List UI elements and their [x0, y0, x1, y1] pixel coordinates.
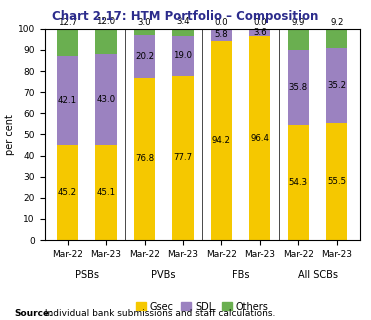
Text: 9.9: 9.9	[292, 18, 305, 27]
Bar	[326, 29, 347, 48]
Y-axis label: per cent: per cent	[5, 114, 15, 155]
Text: 3.4: 3.4	[176, 18, 190, 27]
Text: 19.0: 19.0	[174, 51, 193, 60]
Bar	[326, 123, 347, 240]
Bar	[173, 76, 194, 240]
Text: 45.1: 45.1	[96, 188, 116, 197]
Bar	[211, 29, 232, 41]
Text: 35.8: 35.8	[289, 83, 308, 92]
Bar	[249, 36, 270, 240]
Bar	[173, 28, 194, 36]
Text: All SCBs: All SCBs	[298, 269, 338, 280]
Text: 94.2: 94.2	[212, 136, 231, 145]
Text: PVBs: PVBs	[151, 269, 176, 280]
Bar	[57, 145, 78, 240]
Bar	[211, 41, 232, 240]
Bar	[95, 28, 116, 54]
Text: 0.0: 0.0	[214, 18, 228, 27]
Text: 77.7: 77.7	[173, 154, 193, 163]
Text: 96.4: 96.4	[250, 134, 269, 143]
Text: 76.8: 76.8	[135, 154, 154, 164]
Text: 3.6: 3.6	[253, 28, 267, 37]
Text: PSBs: PSBs	[75, 269, 99, 280]
Bar	[249, 29, 270, 36]
Legend: Gsec, SDL, Others: Gsec, SDL, Others	[132, 298, 272, 316]
Text: Individual bank submissions and staff calculations.: Individual bank submissions and staff ca…	[42, 309, 275, 318]
Bar	[95, 54, 116, 145]
Text: 9.2: 9.2	[330, 18, 344, 27]
Text: 12.0: 12.0	[96, 18, 116, 27]
Text: 55.5: 55.5	[327, 177, 347, 186]
Bar	[134, 29, 155, 35]
Text: 54.3: 54.3	[289, 178, 308, 187]
Bar	[57, 56, 78, 145]
Text: 43.0: 43.0	[96, 95, 116, 104]
Text: 3.0: 3.0	[138, 18, 151, 27]
Bar	[173, 36, 194, 76]
Text: FBs: FBs	[232, 269, 249, 280]
Text: 35.2: 35.2	[327, 81, 347, 90]
Text: 5.8: 5.8	[214, 30, 228, 39]
Bar	[288, 125, 309, 240]
Bar	[134, 78, 155, 240]
Text: 42.1: 42.1	[58, 96, 77, 105]
Text: Source:: Source:	[15, 309, 53, 318]
Text: Chart 2.17: HTM Portfolio – Composition: Chart 2.17: HTM Portfolio – Composition	[52, 10, 319, 23]
Bar	[57, 29, 78, 56]
Bar	[326, 48, 347, 123]
Text: 45.2: 45.2	[58, 188, 77, 197]
Text: 20.2: 20.2	[135, 52, 154, 61]
Text: 12.7: 12.7	[58, 18, 77, 27]
Bar	[134, 35, 155, 78]
Bar	[288, 29, 309, 50]
Text: 0.0: 0.0	[253, 18, 267, 27]
Bar	[288, 50, 309, 125]
Bar	[95, 145, 116, 240]
